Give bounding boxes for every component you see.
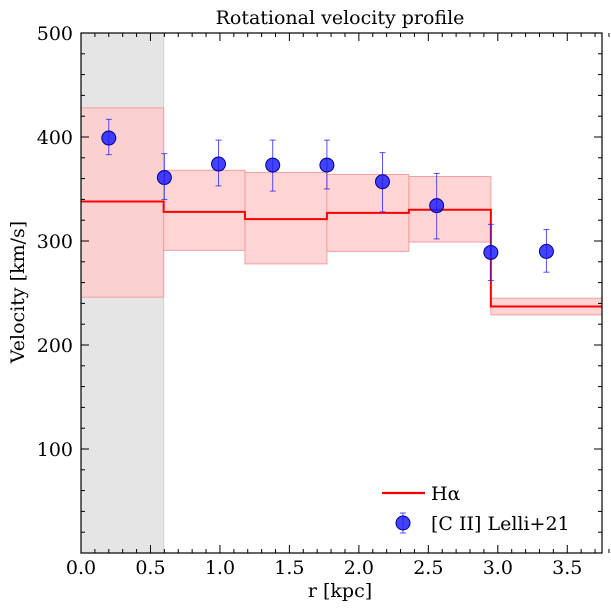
axis-ticks-group	[80, 32, 610, 553]
y-tick-label: 300	[37, 231, 73, 253]
y-tick-label: 400	[37, 127, 73, 149]
cii-point-3	[265, 157, 281, 173]
cii-point-6	[429, 198, 445, 214]
x-tick-label: 2.5	[413, 557, 443, 579]
y-tick-label: 200	[37, 335, 73, 357]
y-tick-label: 100	[37, 439, 73, 461]
x-tick-label: 3.5	[552, 557, 582, 579]
cii-point-7	[483, 244, 499, 260]
cii-point-2	[211, 156, 227, 172]
legend-cii-label: [C II] Lelli+21	[431, 513, 570, 535]
halpha-band-group	[80, 107, 603, 316]
tick-labels-group: 0.0 0.5 1.0 1.5 2.0 2.5 3.0 3.5 100 200 300 400 500	[37, 23, 583, 579]
cii-point-5	[374, 174, 390, 190]
halpha-band-1	[163, 169, 246, 251]
cii-point-8	[538, 243, 554, 259]
legend-cii-marker	[395, 515, 411, 531]
cii-point-0	[101, 130, 117, 146]
cii-point-1	[156, 170, 172, 186]
halpha-band-2	[244, 171, 328, 265]
legend-halpha-label: Hα	[431, 483, 461, 505]
halpha-band-0	[80, 107, 165, 298]
x-axis-label: r [kpc]	[308, 580, 372, 602]
plot-frame	[80, 32, 603, 554]
y-axis-label: Velocity [km/s]	[7, 221, 29, 364]
legend: Hα [C II] Lelli+21	[382, 483, 570, 535]
x-tick-label: 1.0	[205, 557, 235, 579]
x-tick-label: 0.5	[135, 557, 165, 579]
x-tick-label: 3.0	[483, 557, 513, 579]
cii-points-group	[101, 130, 554, 260]
chart-title: Rotational velocity profile	[216, 7, 465, 29]
x-tick-label: 0.0	[66, 557, 96, 579]
x-tick-label: 2.0	[344, 557, 374, 579]
y-tick-label: 500	[37, 23, 73, 45]
x-tick-label: 1.5	[274, 557, 304, 579]
cii-point-4	[319, 157, 335, 173]
